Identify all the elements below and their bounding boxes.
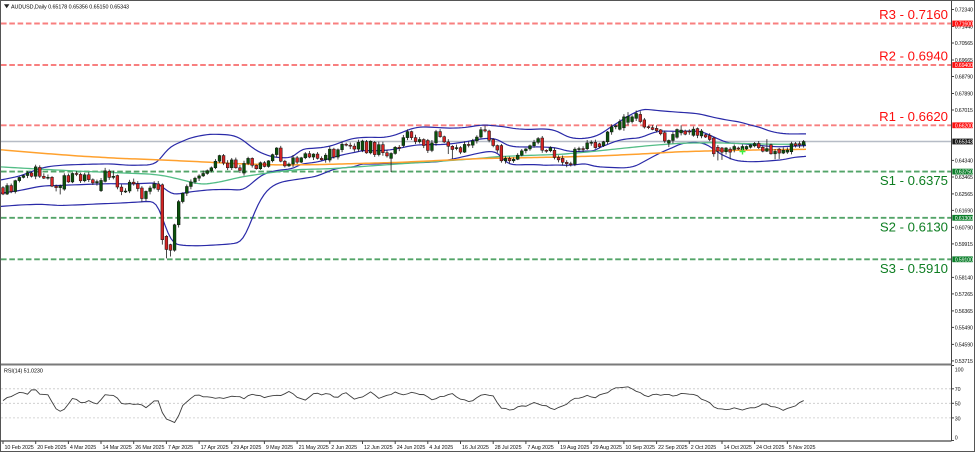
- svg-text:R1 - 0.6620: R1 - 0.6620: [879, 109, 948, 124]
- svg-text:S3 - 0.5910: S3 - 0.5910: [880, 261, 948, 276]
- svg-text:0.67890: 0.67890: [955, 92, 973, 98]
- svg-text:0.61300: 0.61300: [955, 216, 973, 222]
- svg-text:0.55490: 0.55490: [955, 325, 973, 331]
- svg-text:29 Aug 2025: 29 Aug 2025: [593, 445, 622, 451]
- svg-text:5 Nov 2025: 5 Nov 2025: [789, 445, 816, 451]
- svg-text:0.72340: 0.72340: [955, 8, 973, 14]
- svg-text:16 Jul 2025: 16 Jul 2025: [462, 445, 489, 451]
- svg-text:7 Apr 2025: 7 Apr 2025: [168, 445, 193, 451]
- svg-text:0.63465: 0.63465: [955, 175, 973, 181]
- svg-text:24 Jun 2025: 24 Jun 2025: [397, 445, 426, 451]
- svg-text:0.59915: 0.59915: [955, 242, 973, 248]
- svg-text:0.63750: 0.63750: [955, 170, 973, 176]
- svg-text:17 Apr 2025: 17 Apr 2025: [201, 445, 229, 451]
- svg-text:0.70565: 0.70565: [955, 41, 973, 47]
- svg-text:0.61690: 0.61690: [955, 208, 973, 214]
- svg-text:0.59100: 0.59100: [955, 257, 973, 263]
- svg-text:19 Aug 2025: 19 Aug 2025: [560, 445, 589, 451]
- svg-text:100: 100: [955, 368, 964, 374]
- svg-text:70: 70: [955, 387, 961, 393]
- svg-text:0.66200: 0.66200: [955, 123, 973, 129]
- svg-text:10 Feb 2025: 10 Feb 2025: [5, 445, 34, 451]
- svg-text:9 May 2025: 9 May 2025: [266, 445, 293, 451]
- svg-text:0.69400: 0.69400: [955, 63, 973, 69]
- svg-text:7 Aug 2025: 7 Aug 2025: [527, 445, 553, 451]
- svg-text:0.69665: 0.69665: [955, 58, 973, 64]
- svg-text:0.65343: 0.65343: [955, 140, 973, 146]
- svg-text:30: 30: [955, 416, 961, 422]
- svg-text:22 Sep 2025: 22 Sep 2025: [658, 445, 688, 451]
- svg-text:29 Apr 2025: 29 Apr 2025: [233, 445, 261, 451]
- svg-text:R3 - 0.7160: R3 - 0.7160: [879, 7, 948, 22]
- svg-text:12 Jun 2025: 12 Jun 2025: [364, 445, 393, 451]
- svg-text:4 Mar 2025: 4 Mar 2025: [70, 445, 96, 451]
- svg-text:S2 - 0.6130: S2 - 0.6130: [880, 219, 948, 234]
- svg-text:14 Mar 2025: 14 Mar 2025: [103, 445, 132, 451]
- svg-text:0.71600: 0.71600: [955, 22, 973, 28]
- svg-text:RSI(14) 51.0230: RSI(14) 51.0230: [4, 369, 43, 375]
- svg-text:0.53715: 0.53715: [955, 359, 973, 365]
- svg-text:14 Oct 2025: 14 Oct 2025: [724, 445, 752, 451]
- svg-text:AUDUSD,Daily 0.65178 0.65356: AUDUSD,Daily 0.65178 0.65356 0.65150 0.6…: [11, 4, 129, 10]
- svg-text:0.71440: 0.71440: [955, 25, 973, 31]
- svg-text:S1 - 0.6375: S1 - 0.6375: [880, 173, 948, 188]
- svg-text:2 Oct 2025: 2 Oct 2025: [691, 445, 716, 451]
- svg-text:0.57265: 0.57265: [955, 292, 973, 298]
- svg-text:4 Jul 2025: 4 Jul 2025: [429, 445, 453, 451]
- svg-text:0.60790: 0.60790: [955, 225, 973, 231]
- svg-text:24 Oct 2025: 24 Oct 2025: [756, 445, 784, 451]
- svg-text:0.56365: 0.56365: [955, 309, 973, 315]
- svg-text:0: 0: [955, 436, 958, 442]
- svg-text:0.67015: 0.67015: [955, 108, 973, 114]
- svg-text:50: 50: [955, 401, 961, 407]
- svg-text:21 May 2025: 21 May 2025: [299, 445, 329, 451]
- svg-text:R2 - 0.6940: R2 - 0.6940: [879, 49, 948, 64]
- svg-text:0.68790: 0.68790: [955, 75, 973, 81]
- svg-text:0.64340: 0.64340: [955, 158, 973, 164]
- svg-text:2 Jun 2025: 2 Jun 2025: [331, 445, 357, 451]
- svg-text:20 Feb 2025: 20 Feb 2025: [37, 445, 66, 451]
- svg-text:10 Sep 2025: 10 Sep 2025: [625, 445, 655, 451]
- svg-text:28 Jul 2025: 28 Jul 2025: [495, 445, 522, 451]
- svg-text:0.62565: 0.62565: [955, 192, 973, 198]
- svg-text:26 Mar 2025: 26 Mar 2025: [135, 445, 164, 451]
- svg-text:0.54590: 0.54590: [955, 342, 973, 348]
- svg-text:0.58140: 0.58140: [955, 275, 973, 281]
